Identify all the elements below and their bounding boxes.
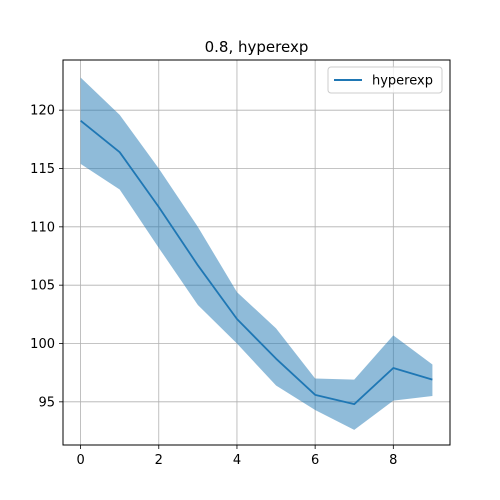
- grid: [63, 60, 450, 445]
- x-tick-label: 8: [389, 453, 397, 468]
- y-tick-label: 100: [30, 337, 55, 352]
- y-tick-label: 95: [38, 395, 55, 410]
- confidence-band-layer: [80, 77, 433, 430]
- y-tick-label: 110: [30, 220, 55, 235]
- confidence-band: [80, 77, 433, 430]
- series-line-hyperexp: [80, 119, 433, 406]
- plot-frame: [62, 59, 451, 446]
- y-axis: 95 100 105 110 115 120: [30, 104, 63, 410]
- chart-title: 0.8, hyperexp: [205, 38, 309, 56]
- x-axis: 0 2 4 6 8: [76, 445, 397, 468]
- x-tick-label: 4: [233, 453, 241, 468]
- x-tick-label: 6: [311, 453, 319, 468]
- legend: hyperexp: [327, 66, 443, 94]
- legend-box: [327, 66, 443, 94]
- x-tick-label: 0: [76, 453, 84, 468]
- legend-label: hyperexp: [372, 74, 433, 89]
- y-tick-label: 115: [30, 162, 55, 177]
- y-tick-label: 105: [30, 279, 55, 294]
- series-line-layer: [80, 119, 433, 406]
- x-tick-label: 2: [155, 453, 163, 468]
- y-tick-label: 120: [30, 104, 55, 119]
